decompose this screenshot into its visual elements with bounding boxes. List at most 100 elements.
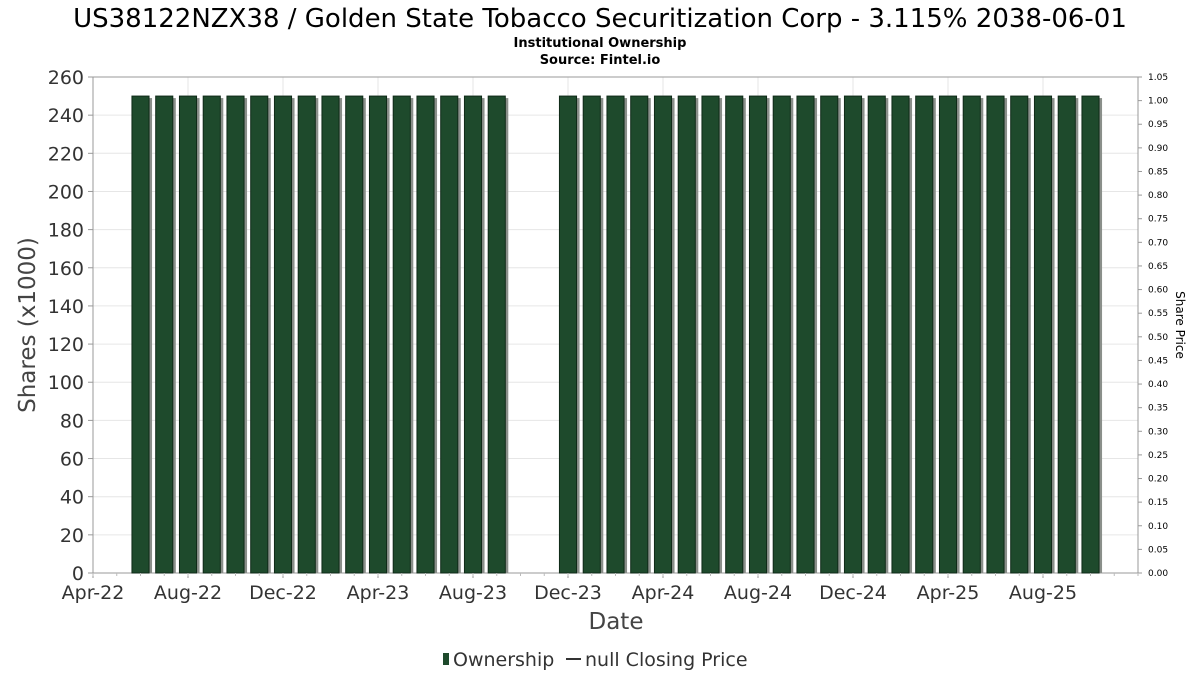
ownership-bar: [297, 95, 316, 574]
ownership-bar: [582, 95, 601, 574]
y-tick-label: 80: [60, 410, 84, 432]
ownership-bar: [202, 95, 221, 574]
ownership-bar: [701, 95, 720, 574]
ownership-bar: [820, 95, 839, 574]
ownership-bar: [392, 95, 411, 574]
ownership-bar: [321, 95, 340, 574]
x-tick-label: Apr-22: [62, 582, 125, 604]
y2-tick-label: 0.80: [1148, 191, 1168, 201]
y2-tick-label: 0.45: [1148, 356, 1168, 366]
y-tick-label: 160: [48, 258, 84, 280]
y2-tick-label: 0.15: [1148, 498, 1168, 508]
y-tick-label: 100: [48, 372, 84, 394]
bar-group: [131, 95, 1103, 574]
y2-tick-label: 0.95: [1148, 120, 1168, 130]
y-tick-label: 20: [60, 525, 84, 547]
y-axis-ticks: 0 20 40 60 80 100 120 140 160 180 200 220 240 260: [48, 67, 93, 585]
x-axis-label: Date: [589, 609, 644, 635]
ownership-bar: [630, 95, 649, 574]
ownership-bar: [487, 95, 506, 574]
ownership-bar: [1033, 95, 1053, 574]
legend-closing-price-label: null Closing Price: [585, 649, 748, 671]
y2-tick-label: 0.70: [1148, 238, 1168, 248]
y2-tick-label: 1.00: [1148, 97, 1168, 107]
y2-tick-label: 0.00: [1148, 569, 1168, 579]
y-tick-label: 140: [48, 296, 84, 318]
ownership-bar: [250, 95, 269, 574]
ownership-bar: [915, 95, 934, 574]
y2-tick-label: 0.20: [1148, 475, 1168, 485]
y2-tick-label: 0.05: [1148, 545, 1168, 555]
ownership-bar: [843, 95, 863, 574]
ownership-bar: [772, 95, 791, 574]
y-axis-label: Shares (x1000): [15, 237, 41, 413]
x-tick-label: Dec-22: [249, 582, 317, 604]
y-tick-label: 120: [48, 334, 84, 356]
ownership-bar: [1081, 95, 1100, 574]
legend-ownership-swatch: [443, 653, 449, 665]
ownership-bar: [677, 95, 696, 574]
y2-axis-ticks: 0.00 0.05 0.10 0.15 0.20 0.25 0.30 0.35 0.40 0.45…: [1138, 73, 1168, 579]
ownership-bar: [178, 95, 198, 574]
chart-source: Source: Fintel.io: [540, 53, 661, 68]
y2-tick-label: 0.25: [1148, 451, 1168, 461]
y-tick-label: 40: [60, 487, 84, 509]
ownership-bar: [558, 95, 578, 574]
ownership-bar: [1010, 95, 1029, 574]
y2-tick-label: 0.55: [1148, 309, 1168, 319]
x-tick-label: Apr-23: [347, 582, 410, 604]
y2-tick-label: 0.35: [1148, 404, 1168, 414]
y2-tick-label: 0.30: [1148, 427, 1168, 437]
y-tick-label: 220: [48, 143, 84, 165]
y2-tick-label: 0.40: [1148, 380, 1168, 390]
y-tick-label: 0: [72, 563, 84, 585]
ownership-bar: [748, 95, 768, 574]
ownership-bar: [962, 95, 981, 574]
y2-tick-label: 1.05: [1148, 73, 1168, 83]
legend: Ownership null Closing Price: [443, 649, 748, 671]
ownership-bar: [131, 95, 150, 574]
y2-tick-label: 0.85: [1148, 167, 1168, 177]
ownership-bar: [867, 95, 886, 574]
ownership-bar: [463, 95, 483, 574]
y2-tick-label: 0.90: [1148, 144, 1168, 154]
y-tick-label: 260: [48, 67, 84, 89]
x-tick-label: Dec-23: [534, 582, 602, 604]
ownership-bar: [891, 95, 910, 574]
y-tick-label: 240: [48, 105, 84, 127]
legend-ownership-label: Ownership: [453, 649, 554, 671]
ownership-bar: [273, 95, 293, 574]
ownership-bar: [796, 95, 815, 574]
y2-tick-label: 0.65: [1148, 262, 1168, 272]
ownership-bar: [1057, 95, 1076, 574]
ownership-bar: [725, 95, 744, 574]
y-tick-label: 180: [48, 220, 84, 242]
ownership-bar: [986, 95, 1005, 574]
x-tick-label: Aug-24: [724, 582, 792, 604]
x-tick-label: Dec-24: [819, 582, 887, 604]
ownership-bar: [606, 95, 625, 574]
ownership-bar: [155, 95, 174, 574]
ownership-bar: [368, 95, 388, 574]
ownership-bar: [416, 95, 435, 574]
y2-tick-label: 0.75: [1148, 215, 1168, 225]
y-tick-label: 200: [48, 181, 84, 203]
x-tick-label: Aug-23: [439, 582, 507, 604]
x-tick-label: Apr-25: [917, 582, 980, 604]
chart-subtitle: Institutional Ownership: [514, 36, 687, 51]
chart-title: US38122NZX38 / Golden State Tobacco Secu…: [73, 4, 1127, 34]
ownership-bar: [938, 95, 958, 574]
ownership-bar: [345, 95, 364, 574]
y2-tick-label: 0.10: [1148, 522, 1168, 532]
x-axis-ticks: Apr-22 Aug-22 Dec-22 Apr-23 Aug-23 Dec-23 Apr-…: [62, 573, 1139, 604]
y2-tick-label: 0.50: [1148, 333, 1168, 343]
ownership-bar: [440, 95, 459, 574]
y2-axis-label: Share Price: [1173, 291, 1187, 359]
ownership-bar: [653, 95, 673, 574]
x-tick-label: Apr-24: [632, 582, 695, 604]
x-tick-label: Aug-22: [154, 582, 222, 604]
x-tick-label: Aug-25: [1009, 582, 1077, 604]
y-tick-label: 60: [60, 449, 84, 471]
y2-tick-label: 0.60: [1148, 286, 1168, 296]
